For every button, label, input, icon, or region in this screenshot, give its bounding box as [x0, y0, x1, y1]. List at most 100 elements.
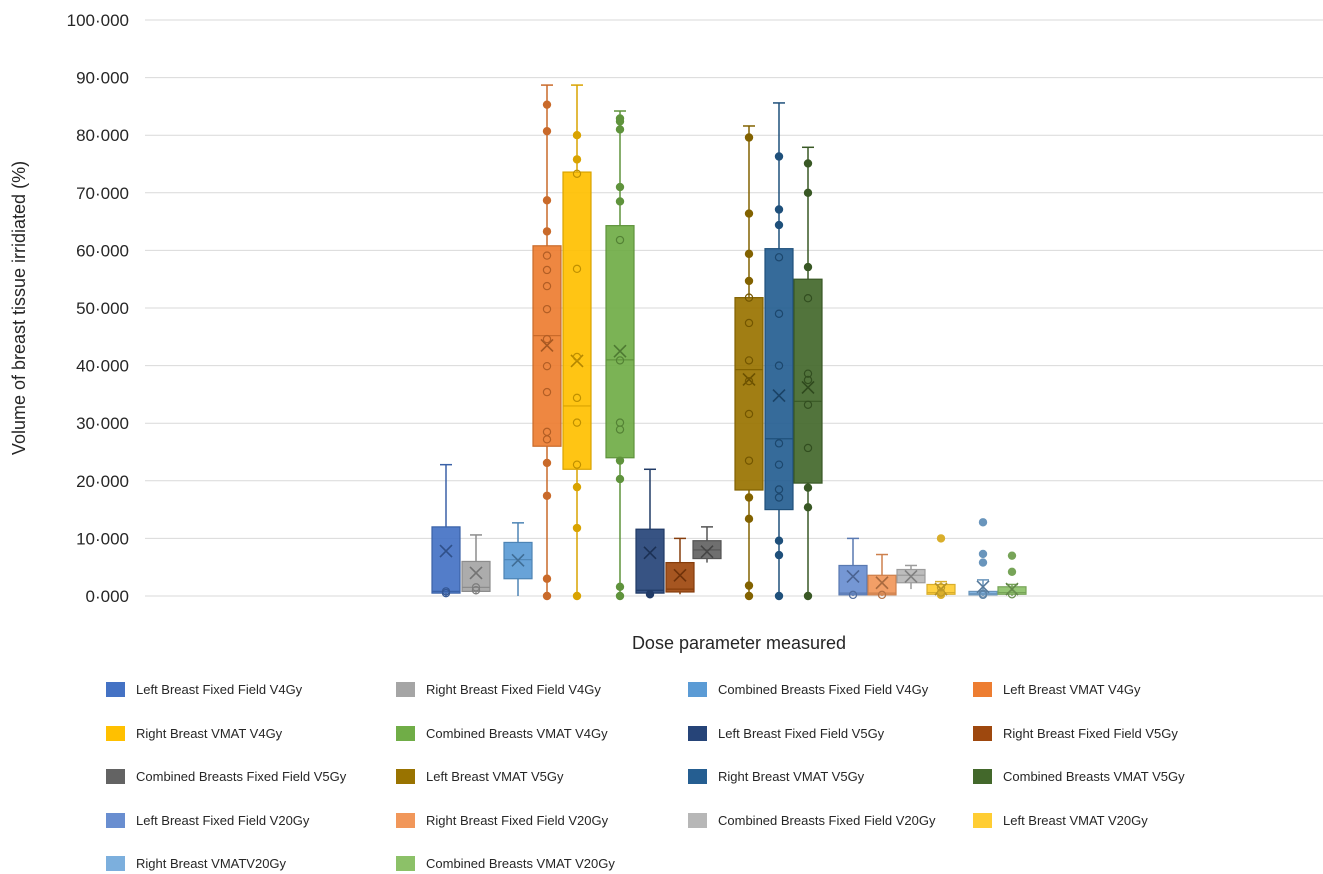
data-point [572, 169, 582, 178]
data-point [542, 574, 552, 583]
data-point [615, 456, 625, 465]
box-iqr [431, 526, 461, 594]
legend-swatch [106, 682, 125, 697]
box-right-breast-fixed-field-v4gy [461, 534, 491, 595]
data-point [615, 114, 625, 123]
data-point [774, 309, 784, 318]
legend-label: Left Breast Fixed Field V5Gy [718, 726, 885, 741]
data-point [542, 196, 552, 205]
box-left-breast-fixed-field-v5gy [635, 468, 665, 599]
data-point [615, 591, 625, 601]
box-right-breast-vmat-v5gy [764, 102, 794, 601]
data-point [1007, 567, 1017, 577]
data-point [542, 251, 552, 260]
data-point [542, 591, 552, 601]
data-point [744, 456, 754, 465]
data-point [744, 376, 754, 386]
y-tick-label: 80·000 [76, 126, 129, 145]
data-point [803, 503, 813, 512]
legend-swatch [396, 769, 415, 784]
box-combined-breasts-fixed-field-v20gy [896, 564, 926, 590]
data-point [774, 550, 784, 560]
data-point [936, 588, 946, 597]
data-point [744, 293, 754, 302]
legend-swatch [106, 856, 125, 871]
legend-label: Left Breast VMAT V20Gy [1003, 813, 1148, 828]
box-combined-breasts-vmat-v20gy [997, 551, 1027, 599]
data-point [936, 534, 946, 543]
data-point [542, 265, 552, 275]
data-point [542, 126, 552, 136]
legend-swatch [106, 769, 125, 784]
data-point [774, 493, 784, 502]
x-axis-title: Dose parameter measured [632, 633, 846, 653]
legend-swatch [973, 726, 992, 741]
data-point [1007, 551, 1017, 560]
box-left-breast-fixed-field-v20gy [838, 537, 868, 600]
data-point [572, 460, 582, 469]
box-left-breast-fixed-field-v4gy [431, 463, 461, 598]
data-point [774, 253, 784, 262]
legend-swatch [973, 682, 992, 697]
legend-label: Combined Breasts VMAT V4Gy [426, 726, 608, 741]
y-tick-label: 50·000 [76, 299, 129, 318]
box-left-breast-vmat-v5gy [734, 125, 764, 601]
data-point [803, 369, 813, 378]
data-point [803, 483, 813, 492]
box-right-breast-fixed-field-v20gy [867, 553, 897, 600]
data-point [978, 589, 988, 598]
mean-marker [700, 545, 714, 559]
data-point [978, 549, 988, 559]
legend-label: Left Breast Fixed Field V20Gy [136, 813, 310, 828]
box-combined-breasts-vmat-v5gy [793, 146, 823, 601]
legend: Left Breast Fixed Field V4Gy Right Breast… [106, 682, 1185, 871]
data-point [542, 227, 552, 236]
legend-label: Combined Breasts Fixed Field V5Gy [136, 769, 347, 784]
data-point [572, 591, 582, 601]
mean-marker [772, 388, 786, 403]
mean-marker [643, 546, 657, 560]
data-point [744, 493, 754, 502]
legend-label: Combined Breasts Fixed Field V20Gy [718, 813, 936, 828]
data-point [471, 583, 481, 592]
legend-swatch [688, 769, 707, 784]
data-point [744, 133, 754, 142]
data-point [1007, 590, 1017, 599]
y-axis-title: Volume of breast tissue irridiated (%) [9, 161, 29, 455]
legend-swatch [396, 682, 415, 697]
y-tick-label: 70·000 [76, 184, 129, 203]
legend-label: Right Breast Fixed Field V20Gy [426, 813, 609, 828]
legend-swatch [688, 682, 707, 697]
data-point [615, 418, 625, 427]
box-iqr [605, 225, 635, 459]
y-tick-label: 40·000 [76, 357, 129, 376]
box-right-breast-vmat-v4gy [562, 84, 592, 601]
data-point [572, 352, 582, 362]
box-iqr [665, 561, 695, 593]
data-point [744, 276, 754, 286]
box-series [431, 84, 1027, 601]
data-point [572, 130, 582, 140]
data-point [572, 523, 582, 533]
y-axis-tick-labels: 0·000 10·000 20·000 30·000 40·000 50·000 60·00… [67, 11, 129, 606]
legend-swatch [973, 813, 992, 828]
legend-label: Right Breast Fixed Field V4Gy [426, 682, 601, 697]
box-combined-breasts-fixed-field-v5gy [692, 526, 722, 563]
data-point [803, 188, 813, 197]
data-point [615, 582, 625, 591]
data-point [615, 197, 625, 206]
data-point [645, 590, 655, 599]
data-point [744, 409, 754, 419]
data-point [542, 491, 552, 500]
data-point [803, 400, 813, 409]
legend-swatch [396, 856, 415, 871]
legend-swatch [688, 726, 707, 741]
data-point [615, 125, 625, 134]
box-iqr [635, 528, 665, 594]
data-point [744, 318, 754, 328]
mean-marker [976, 580, 990, 594]
data-point [744, 356, 754, 365]
gridlines [145, 19, 1323, 597]
data-point [542, 458, 552, 468]
y-tick-label: 10·000 [76, 529, 129, 548]
